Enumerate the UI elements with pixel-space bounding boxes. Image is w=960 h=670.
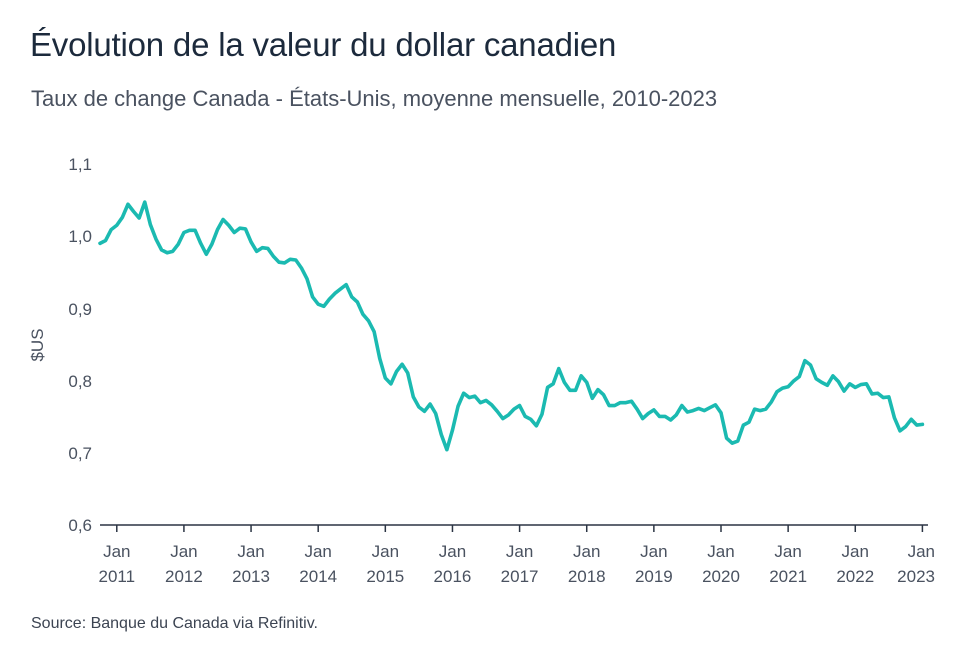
y-tick-label: 1,0: [68, 227, 92, 246]
y-axis: 0,6 0,7 0,8 0,9 1,0 1,1 $US: [28, 155, 92, 535]
x-tick-label-year: 2011: [99, 567, 136, 586]
x-tick-label-year: 2017: [501, 567, 539, 586]
x-tick-label-month: Jan: [439, 542, 466, 561]
y-tick-label: 0,7: [68, 444, 92, 463]
x-axis: Jan 2011 Jan 2012 Jan 2013 Jan 2014 Jan 2015 Jan 20…: [99, 524, 935, 586]
x-tick-label-month: Jan: [506, 542, 533, 561]
x-tick-label-year: 2022: [836, 567, 874, 586]
x-tick-label-month: Jan: [774, 542, 801, 561]
x-tick-label-year: 2019: [635, 567, 673, 586]
y-tick-label: 1,1: [68, 155, 92, 174]
x-tick-label-year: 2014: [299, 567, 337, 586]
exchange-rate-line: [98, 200, 925, 452]
plot-area: [98, 200, 925, 452]
y-tick-label: 0,8: [68, 372, 92, 391]
x-tick-label-year: 2016: [434, 567, 472, 586]
x-tick-label-month: Jan: [170, 542, 197, 561]
x-tick-label-month: Jan: [103, 542, 130, 561]
x-tick-label-month: Jan: [372, 542, 399, 561]
x-tick-label-year: 2015: [366, 567, 404, 586]
y-tick-label: 0,9: [68, 300, 92, 319]
x-tick-label-month: Jan: [573, 542, 600, 561]
x-tick-label-month: Jan: [908, 542, 935, 561]
x-tick-label-month: Jan: [304, 542, 331, 561]
x-tick-label-year: 2020: [702, 567, 740, 586]
x-tick-label-month: Jan: [640, 542, 667, 561]
x-tick-label-year: 2023: [897, 567, 935, 586]
source-note: Source: Banque du Canada via Refinitiv.: [31, 615, 318, 632]
x-tick-label-year: 2012: [165, 567, 203, 586]
chart-title: Évolution de la valeur du dollar canadie…: [30, 26, 617, 63]
y-axis-title: $US: [28, 328, 47, 361]
x-tick-label-month: Jan: [237, 542, 264, 561]
x-tick-label-month: Jan: [707, 542, 734, 561]
x-tick-label-month: Jan: [842, 542, 869, 561]
chart-subtitle: Taux de change Canada - États-Unis, moye…: [31, 86, 718, 111]
x-tick-label-year: 2013: [232, 567, 270, 586]
x-tick-label-year: 2018: [568, 567, 606, 586]
x-tick-label-year: 2021: [769, 567, 807, 586]
y-tick-label: 0,6: [68, 516, 92, 535]
